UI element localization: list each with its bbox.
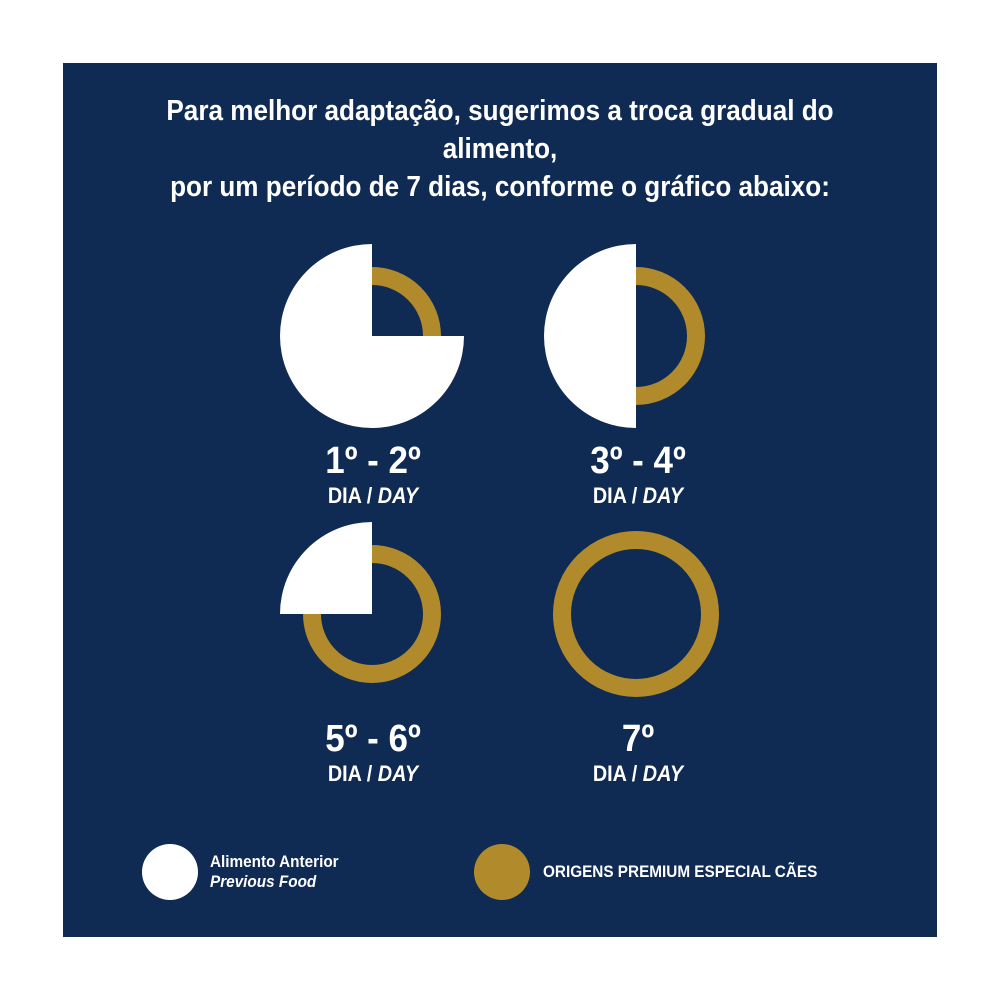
headline-line-1: Para melhor adaptação, sugerimos a troca… (166, 95, 834, 165)
stage-2-new-food-arc (635, 267, 705, 405)
stage-4-label: 7º DIA / DAY (528, 718, 748, 788)
stage-2-label: 3º - 4º DIA / DAY (528, 440, 748, 510)
stage-2-unit-pt: DIA (592, 483, 627, 508)
stage-3-unit-pt: DIA (327, 761, 362, 786)
stage-4-unit-en: DAY (642, 761, 684, 786)
stage-3-days: 5º - 6º (325, 718, 421, 760)
stage-1-label: 1º - 2º DIA / DAY (263, 440, 483, 510)
headline: Para melhor adaptação, sugerimos a troca… (107, 92, 894, 206)
legend-previous-food-label: Alimento Anterior Previous Food (210, 852, 339, 892)
legend-new-food-label: ORIGENS PREMIUM ESPECIAL CÃES (543, 862, 817, 882)
stage-3-label: 5º - 6º DIA / DAY (263, 718, 483, 788)
stage-3-unit: DIA / DAY (274, 760, 472, 788)
stage-4-chart (553, 531, 720, 697)
stage-1-chart (280, 244, 464, 428)
stage-1-days: 1º - 2º (325, 440, 421, 482)
stage-2-unit: DIA / DAY (539, 482, 737, 510)
legend-previous-food-swatch (142, 844, 198, 900)
stage-4-unit-sep: / (626, 761, 643, 786)
stage-2-chart (544, 244, 705, 428)
stage-3-new-food-arc (303, 545, 441, 683)
stage-1-previous-food-sector (280, 244, 464, 428)
stage-3-chart (280, 522, 441, 683)
stage-3-unit-en: DAY (377, 761, 419, 786)
stage-1-unit-en: DAY (377, 483, 419, 508)
stage-1-unit-sep: / (361, 483, 378, 508)
headline-line-2: por um período de 7 dias, conforme o grá… (170, 171, 830, 203)
stage-4-new-food-arc (553, 531, 720, 697)
stage-1-unit: DIA / DAY (274, 482, 472, 510)
stage-3-previous-food-sector (280, 522, 372, 614)
legend-new-food-swatch (474, 844, 530, 900)
legend-new-food-name: ORIGENS PREMIUM ESPECIAL CÃES (543, 862, 818, 881)
legend-previous-food-en: Previous Food (210, 872, 317, 891)
stage-4-unit: DIA / DAY (539, 760, 737, 788)
stage-2-days: 3º - 4º (590, 440, 686, 482)
stage-2-previous-food-sector (544, 244, 636, 428)
background-panel (63, 63, 937, 937)
stage-4-unit-pt: DIA (592, 761, 627, 786)
stage-3-unit-sep: / (361, 761, 378, 786)
stage-1-unit-pt: DIA (327, 483, 362, 508)
stage-1-new-food-arc (371, 267, 441, 337)
stage-4-days: 7º (621, 718, 655, 760)
stage-2-unit-en: DAY (642, 483, 684, 508)
legend-previous-food-pt: Alimento Anterior (210, 852, 339, 871)
stage-2-unit-sep: / (626, 483, 643, 508)
